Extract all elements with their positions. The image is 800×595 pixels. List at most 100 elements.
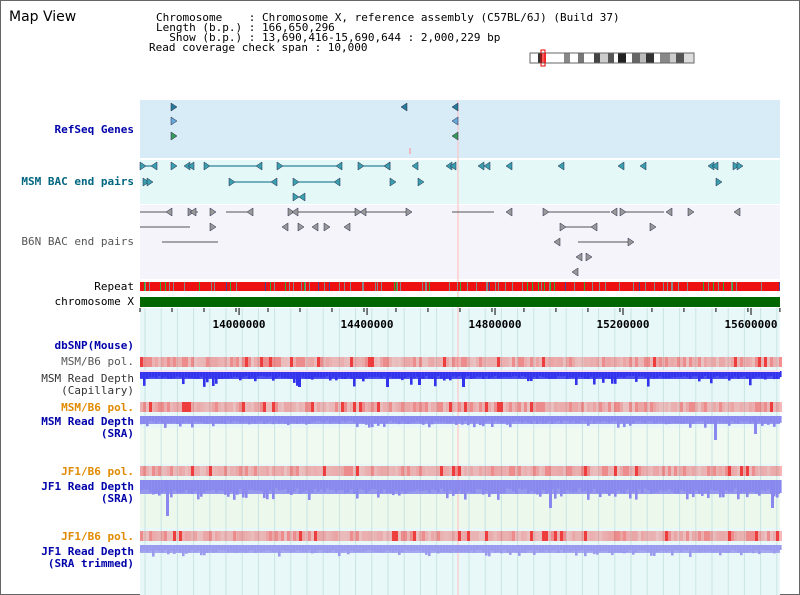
refseq-gene-marker <box>451 102 459 112</box>
msm-capillary-depth-bar <box>278 371 281 377</box>
jf1-b6-pol-1-cell <box>482 466 485 476</box>
jf1-b6-pol-1-cell <box>353 466 356 476</box>
track-label-dbsnp[interactable]: dbSNP(Mouse) <box>54 339 134 352</box>
msm-sra-depth-bar <box>347 416 350 422</box>
msm-capillary-depth-bar <box>320 371 323 378</box>
msm-sra-depth-bar <box>329 416 332 424</box>
jf1-trimmed-depth-bar <box>512 545 515 552</box>
msm-sra-depth-bar <box>509 416 512 428</box>
msm-b6-pol-2-cell <box>251 402 254 412</box>
jf1-b6-pol-2-cell <box>347 531 350 541</box>
jf1-sra-depth-bar <box>476 480 479 490</box>
msm-sra-depth-bar <box>311 416 314 423</box>
jf1-b6-pol-2-cell <box>671 531 674 541</box>
jf1-b6-pol-1-cell <box>563 466 566 476</box>
msm-b6-pol-1-cell <box>317 357 320 367</box>
jf1-b6-pol-2-cell <box>620 531 623 541</box>
axis-tick-label: 15200000 <box>596 318 650 331</box>
msm-sra-depth-bar <box>659 416 662 422</box>
jf1-trimmed-depth-bar <box>467 545 470 553</box>
msm-sra-depth-bar <box>263 416 266 424</box>
jf1-trimmed-depth-bar <box>479 545 482 551</box>
msm-capillary-depth-bar <box>383 371 386 377</box>
track-label-refseq-genes[interactable]: RefSeq Genes <box>54 123 134 136</box>
repeat-element <box>449 282 450 291</box>
jf1-b6-pol-1-cell <box>722 466 725 476</box>
msm-capillary-depth-bar <box>167 371 170 379</box>
ideogram-band <box>646 53 654 63</box>
msm-sra-depth-bar <box>251 416 254 423</box>
track-label-msm-bac[interactable]: MSM BAC end pairs <box>21 175 134 188</box>
jf1-b6-pol-2-cell <box>548 531 551 541</box>
jf1-b6-pol-2-cell <box>596 531 599 541</box>
msm-capillary-depth-bar-spike <box>418 371 421 385</box>
jf1-b6-pol-1-cell <box>140 466 143 476</box>
msm-b6-pol-1-cell <box>338 357 341 367</box>
jf1-sra-depth-bar <box>275 480 278 489</box>
msm-sra-depth-bar <box>536 416 539 424</box>
msm-b6-pol-1-cell <box>146 357 149 367</box>
jf1-trimmed-depth-bar <box>227 545 230 553</box>
jf1-b6-pol-2-cell <box>236 531 239 541</box>
jf1-trimmed-depth-bar <box>299 545 302 551</box>
msm-sra-depth-bar <box>449 416 452 424</box>
jf1-b6-pol-2-cell <box>728 531 731 541</box>
msm-capillary-depth-bar <box>506 371 509 377</box>
msm-capillary-depth-bar <box>374 371 377 377</box>
msm-bac-end <box>449 161 457 171</box>
jf1-b6-pol-2-cell <box>659 531 662 541</box>
msm-b6-pol-1-cell <box>155 357 158 367</box>
jf1-b6-pol-1-cell <box>428 466 431 476</box>
jf1-trimmed-depth-bar <box>551 545 554 551</box>
jf1-trimmed-depth-bar <box>302 545 305 553</box>
msm-bac-end <box>715 177 723 187</box>
msm-b6-pol-1-cell <box>158 357 161 367</box>
track-label-b6n-bac[interactable]: B6N BAC end pairs <box>21 235 134 248</box>
jf1-trimmed-depth-bar <box>236 545 239 553</box>
jf1-trimmed-depth-bar <box>569 545 572 552</box>
jf1-b6-pol-2-cell <box>161 531 164 541</box>
msm-sra-depth-bar <box>434 416 437 422</box>
jf1-b6-pol-1-cell <box>296 466 299 476</box>
refseq-gene-marker <box>451 131 459 141</box>
jf1-trimmed-depth-bar <box>377 545 380 553</box>
jf1-b6-pol-1-cell <box>212 466 215 476</box>
msm-capillary-depth-bar <box>449 371 452 381</box>
jf1-b6-pol-2-cell <box>431 531 434 541</box>
jf1-b6-pol-1-cell <box>416 466 419 476</box>
msm-b6-pol-2-cell <box>203 402 206 412</box>
jf1-b6-pol-2-cell <box>572 531 575 541</box>
msm-b6-pol-2-cell <box>629 402 632 412</box>
msm-bac-end <box>228 177 236 187</box>
jf1-sra-depth-bar <box>473 480 476 494</box>
msm-b6-pol-2-cell <box>710 402 713 412</box>
jf1-b6-pol-1-cell <box>227 466 230 476</box>
jf1-trimmed-depth-bar <box>632 545 635 555</box>
msm-sra-depth-bar <box>416 416 419 422</box>
jf1-trimmed-depth-bar <box>389 545 392 552</box>
msm-b6-pol-1-cell <box>206 357 209 367</box>
msm-bac-end <box>736 161 744 171</box>
msm-sra-depth-bar <box>212 416 215 427</box>
jf1-b6-pol-1-cell <box>341 466 344 476</box>
msm-bac-end <box>276 161 284 171</box>
msm-b6-pol-1-cell <box>161 357 164 367</box>
msm-b6-pol-2-cell <box>233 402 236 412</box>
jf1-sra-depth-bar <box>194 480 197 492</box>
jf1-sra-depth-bar <box>371 480 374 490</box>
msm-capillary-depth-bar <box>716 371 719 376</box>
jf1-b6-pol-2-cell <box>446 531 449 541</box>
jf1-trimmed-depth-bar <box>281 545 284 550</box>
msm-sra-depth-bar <box>407 416 410 424</box>
jf1-sra-depth-bar <box>233 480 236 500</box>
jf1-sra-depth-bar <box>185 480 188 491</box>
msm-capillary-depth-bar <box>356 371 359 379</box>
msm-capillary-depth-bar <box>680 371 683 378</box>
msm-b6-pol-2-cell <box>401 402 404 412</box>
msm-b6-pol-2-cell <box>158 402 161 412</box>
repeat-element <box>663 282 664 291</box>
jf1-b6-pol-2-cell <box>479 531 482 541</box>
msm-sra-depth-bar <box>299 416 302 423</box>
msm-sra-depth-bar <box>467 416 470 426</box>
